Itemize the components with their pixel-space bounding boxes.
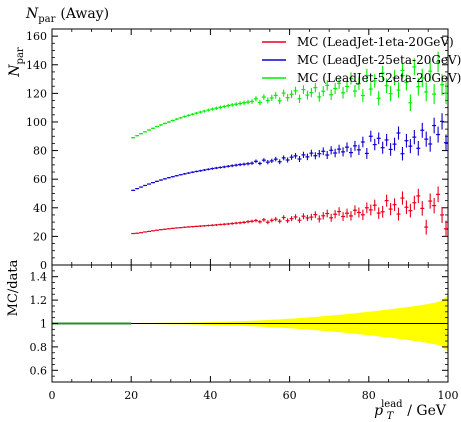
chart-title: Npar (Away): [25, 6, 109, 25]
legend-label: MC (LeadJet-25eta-20GeV): [297, 53, 461, 67]
main-y-tick-label: 120: [26, 87, 47, 100]
x-tick-label: 20: [124, 389, 138, 402]
ratio-ticks: [51, 265, 449, 382]
x-axis-unit: / GeV: [407, 403, 447, 419]
series-3: [131, 51, 448, 139]
x-tick-label: 100: [438, 389, 459, 402]
main-y-axis-label: Npar: [7, 47, 26, 78]
chart-title-symbol: N: [25, 6, 39, 22]
ratio-frame: [51, 264, 449, 383]
main-y-tick-labels: 0 20 40 60 80 100 120 140 160: [26, 30, 47, 272]
main-y-axis-symbol: N: [7, 64, 23, 78]
ratio-plot: 0.6 0.8 1 1.2 1.4 0 20 40 60 80 100 MC/data plead…: [6, 259, 459, 422]
legend-label: MC (LeadJet-52eta-20GeV): [297, 71, 461, 85]
x-axis-sub: T: [387, 411, 395, 422]
ratio-y-tick-labels: 0.6 0.8 1 1.2 1.4: [30, 271, 48, 378]
ratio-y-tick-label: 1.2: [30, 294, 48, 307]
main-y-axis-sub: par: [15, 47, 26, 64]
x-tick-label: 0: [49, 389, 56, 402]
ratio-band: [52, 295, 448, 352]
legend-label: MC (LeadJet-1eta-20GeV): [297, 35, 454, 49]
x-tick-label: 80: [362, 389, 376, 402]
main-y-tick-label: 160: [26, 30, 47, 43]
x-axis-sup: lead: [381, 399, 403, 410]
ratio-y-axis-label: MC/data: [6, 259, 21, 316]
series-2: [131, 113, 448, 191]
main-y-tick-label: 140: [26, 59, 47, 72]
main-plot: 0 20 40 60 80 100 120 140 160 Npar MC (LeadJet-1…: [7, 28, 461, 272]
chart-title-rest: (Away): [60, 6, 109, 22]
main-series: [131, 51, 448, 237]
ratio-x-tick-labels: 0 20 40 60 80 100: [49, 389, 459, 402]
ratio-y-tick-label: 1: [40, 318, 47, 331]
main-y-tick-label: 80: [33, 145, 47, 158]
main-y-tick-label: 40: [33, 202, 47, 215]
x-tick-label: 60: [283, 389, 297, 402]
chart-title-sub: par: [38, 14, 55, 25]
legend: MC (LeadJet-1eta-20GeV) MC (LeadJet-25eta…: [262, 35, 461, 85]
main-y-tick-label: 0: [40, 259, 47, 272]
main-y-tick-label: 20: [33, 230, 47, 243]
ratio-y-tick-label: 0.6: [30, 364, 48, 377]
x-axis-label: plead T / GeV: [374, 399, 447, 422]
ratio-y-tick-label: 1.4: [30, 271, 48, 284]
main-y-tick-label: 60: [33, 173, 47, 186]
x-axis-symbol: p: [374, 403, 383, 419]
ratio-y-tick-label: 0.8: [30, 341, 48, 354]
main-y-tick-label: 100: [26, 116, 47, 129]
x-tick-label: 40: [203, 389, 217, 402]
series-1: [131, 186, 448, 237]
